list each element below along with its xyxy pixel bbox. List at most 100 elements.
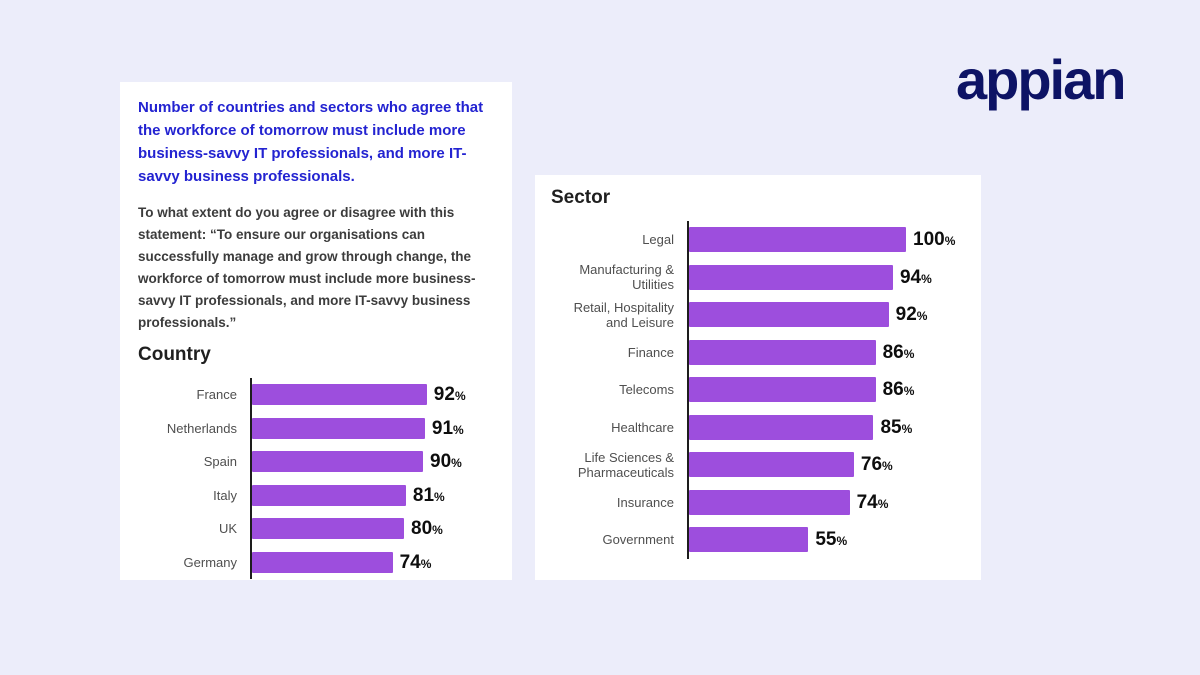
bar-value-number: 92 [433,384,455,406]
bar-area: 92% [250,378,494,412]
bar-value: 74% [400,553,432,572]
bar-category-label: Insurance [616,494,674,510]
bar-value: 92% [896,305,928,324]
bar-value-number: 92 [895,304,917,326]
bar-row-insurance: Insurance 74% [551,483,965,521]
bar-value-number: 91 [431,417,454,439]
bar-value: 76% [861,455,893,474]
bar [689,489,850,515]
bar-value-number: 81 [412,484,435,506]
bar-category-label: Healthcare [611,419,674,435]
bar-category-label: Netherlands [166,420,237,436]
bar-value: 86% [883,343,915,362]
sector-chart-title: Sector [551,187,611,208]
bar-category-label: Italy [213,487,237,503]
bar-value: 74% [857,493,889,512]
percent-sign: % [434,489,445,504]
bar-area: 80% [250,512,494,546]
sector-card: Sector Legal 100% Manufacturing & Utilitie… [535,175,981,580]
percent-sign: % [451,456,462,471]
bar-category-label: Telecoms [619,382,674,398]
bar-row-retail-hospitality-and-leisure: Retail, Hospitality and Leisure 92% [551,296,965,334]
bar-value: 80% [411,519,443,538]
bar [689,339,876,365]
bar [689,227,906,253]
bar-category-label: Retail, Hospitality and Leisure [573,299,674,330]
bar-row-uk: UK 80% [138,512,494,546]
bar [252,551,393,573]
percent-sign: % [921,271,932,286]
bar [689,377,876,403]
bar-value: 55% [815,530,847,549]
country-card: Number of countries and sectors who agre… [120,82,512,580]
bar-value: 92% [434,385,466,404]
bar [689,414,874,440]
bar-row-finance: Finance 86% [551,333,965,371]
bar-value-number: 55 [815,529,837,551]
bar-value-number: 85 [880,416,902,438]
bar-value-number: 76 [860,454,883,476]
bar-row-manufacturing-utilities: Manufacturing & Utilities 94% [551,258,965,296]
percent-sign: % [903,384,915,399]
bar [689,527,809,553]
bar-area: 85% [687,408,965,446]
report-title: Number of countries and sectors who agre… [138,99,484,185]
bar-value-number: 94 [899,266,922,288]
bar-row-life-sciences-pharmaceuticals: Life Sciences & Pharmaceuticals 76% [551,446,965,484]
bar-area: 90% [250,445,494,479]
bar-value-number: 100 [913,229,945,251]
bar-value: 85% [880,418,912,437]
bar [689,452,854,478]
bar [252,518,404,540]
bar-row-italy: Italy 81% [138,478,494,512]
bar-area: 100% [687,221,965,259]
bar-category-label: Spain [203,454,237,470]
bar-area: 94% [687,258,965,296]
bar [252,417,425,439]
bar-row-telecoms: Telecoms 86% [551,371,965,409]
bar-row-government: Government 55% [551,521,965,559]
bar-category-label: Government [602,532,674,548]
percent-sign: % [836,534,848,549]
bar-area: 76% [687,446,965,484]
bar-value: 100% [913,230,955,249]
bar [689,264,893,290]
bar-row-healthcare: Healthcare 85% [551,408,965,446]
bar-category-label: Germany [183,554,237,570]
bar-value-number: 74 [399,551,421,573]
bar-category-label: Finance [627,344,674,360]
bar [252,451,423,473]
bar-category-label: Manufacturing & Utilities [579,262,674,293]
country-chart-title: Country [138,344,211,365]
bar-value-number: 80 [411,518,433,540]
bar [252,484,406,506]
bar-value: 81% [413,486,445,505]
bar-area: 74% [250,545,494,579]
appian-logo: appian [956,48,1126,111]
percent-sign: % [420,556,432,571]
percent-sign: % [901,421,913,436]
bar-row-netherlands: Netherlands 91% [138,411,494,445]
bar-area: 86% [687,371,965,409]
bar-value-number: 86 [882,379,904,401]
bar-value-number: 74 [856,491,878,513]
bar-area: 55% [687,521,965,559]
percent-sign: % [432,523,443,538]
bar-value: 90% [430,452,462,471]
bar-area: 92% [687,296,965,334]
bar-category-label: Life Sciences & Pharmaceuticals [577,449,674,480]
survey-question: To what extent do you agree or disagree … [138,205,476,330]
bar-value-number: 86 [882,341,904,363]
bar-row-spain: Spain 90% [138,445,494,479]
sector-bar-chart: Legal 100% Manufacturing & Utilities 94% Ret… [551,221,965,559]
percent-sign: % [454,389,466,404]
bar-row-legal: Legal 100% [551,221,965,259]
percent-sign: % [944,234,956,249]
percent-sign: % [877,496,889,511]
percent-sign: % [453,422,464,437]
percent-sign: % [903,346,915,361]
percent-sign: % [916,309,928,324]
bar-value: 86% [883,380,915,399]
bar-area: 86% [687,333,965,371]
percent-sign: % [882,459,893,474]
